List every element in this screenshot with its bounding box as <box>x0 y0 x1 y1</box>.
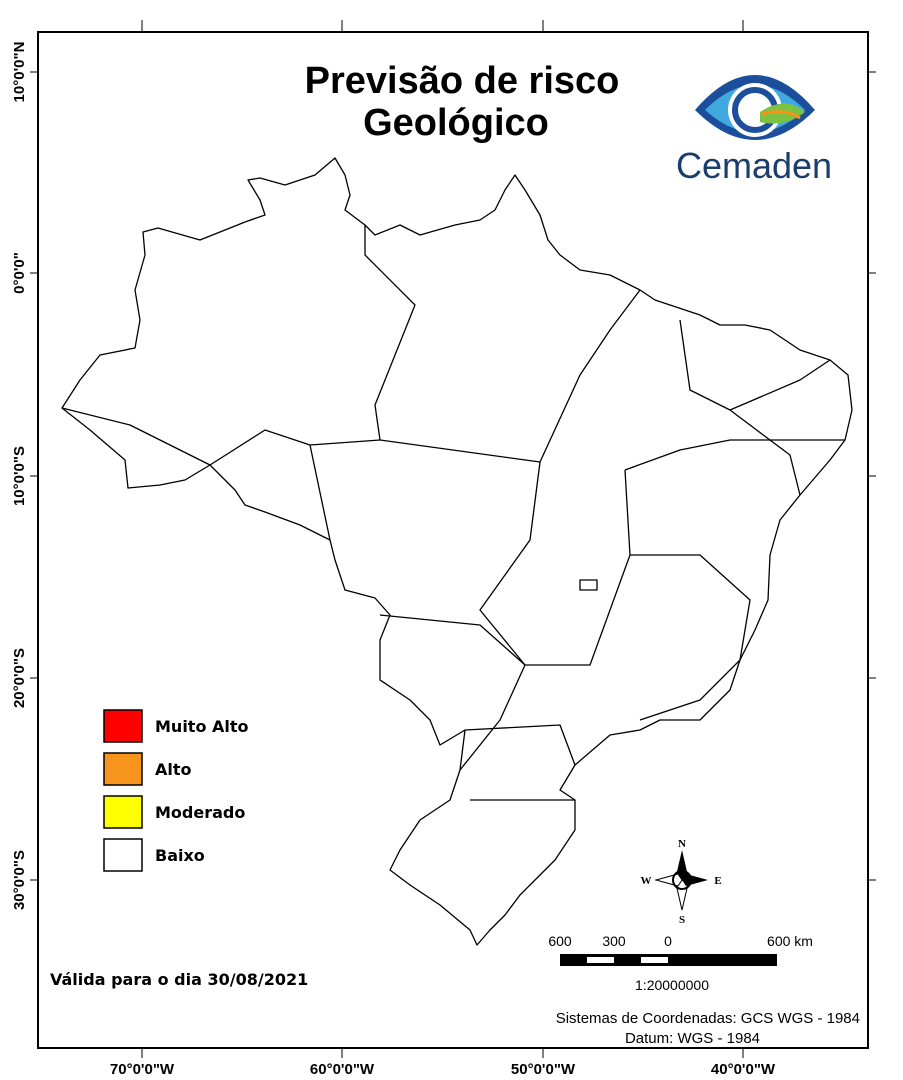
state-border <box>379 289 641 463</box>
state-border <box>464 724 576 766</box>
compass-label: E <box>714 875 721 887</box>
compass-label: N <box>678 838 686 850</box>
legend-label: Moderado <box>155 803 245 822</box>
scale-bar-segment <box>587 957 614 963</box>
brazil-map <box>61 157 853 946</box>
valid-date: Válida para o dia 30/08/2021 <box>50 970 308 989</box>
compass-arrow <box>682 874 708 886</box>
scale-label: 600 <box>548 933 572 949</box>
legend-swatch <box>103 709 143 743</box>
scale-label: 600 km <box>767 933 813 949</box>
legend-label: Baixo <box>155 846 205 865</box>
title-line: Previsão de risco <box>305 60 620 102</box>
latitude-label: 0°0'0" <box>11 252 28 294</box>
scale-bar-segment <box>641 957 668 963</box>
legend-label: Muito Alto <box>155 717 249 736</box>
latitude-label: 30°0'0"S <box>11 850 28 910</box>
legend-swatch <box>103 752 143 786</box>
state-borders <box>61 225 845 801</box>
legend-swatch <box>103 795 143 829</box>
latitude-label: 20°0'0"S <box>11 648 28 708</box>
longitude-label: 60°0'0"W <box>310 1061 375 1078</box>
compass-label: S <box>679 914 685 926</box>
longitude-label: 50°0'0"W <box>511 1061 576 1078</box>
longitude-label: 70°0'0"W <box>110 1061 175 1078</box>
scale-label: 300 <box>602 933 626 949</box>
latitude-label: 10°0'0"N <box>11 42 28 103</box>
brazil-outline <box>61 157 853 946</box>
state-border <box>61 225 416 466</box>
state-border <box>624 439 845 471</box>
scale-ratio: 1:20000000 <box>635 977 709 993</box>
scale-bar-base <box>560 954 777 966</box>
cemaden-logo: Cemaden <box>676 75 832 186</box>
latitude-label: 10°0'0"S <box>11 446 28 506</box>
scale-bar: 1:20000000 <box>560 954 777 993</box>
compass-label: W <box>641 875 652 887</box>
title-line: Geológico <box>363 102 549 144</box>
logo-text: Cemaden <box>676 145 832 186</box>
scale-label: 0 <box>664 933 672 949</box>
credit-line: Datum: WGS - 1984 <box>625 1030 760 1047</box>
state-border <box>579 579 598 591</box>
state-border <box>309 444 331 541</box>
state-border <box>729 409 801 496</box>
logo-leaf <box>760 103 805 124</box>
longitude-label: 40°0'0"W <box>711 1061 776 1078</box>
credit-line: Sistemas de Coordenadas: GCS WGS - 1984 <box>556 1010 860 1027</box>
logo-stroke <box>761 110 801 120</box>
compass-circle <box>672 870 692 890</box>
compass-rose: N S E W <box>641 838 722 926</box>
state-border <box>379 614 526 771</box>
state-border <box>630 554 751 721</box>
legend-label: Alto <box>155 760 192 779</box>
legend-swatch <box>103 838 143 872</box>
